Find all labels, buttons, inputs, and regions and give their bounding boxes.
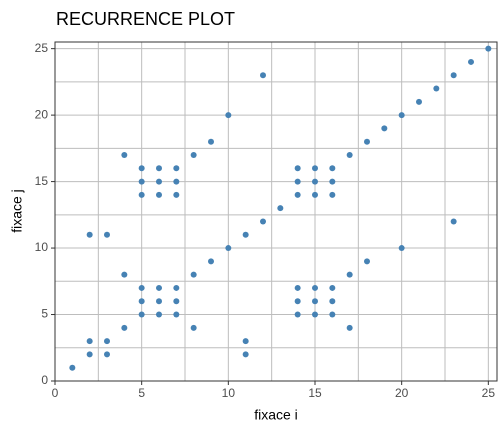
point [294,191,301,198]
y-axis-label: fixace j [9,189,25,233]
point [190,152,197,158]
point [104,338,110,345]
point [86,231,93,238]
point [416,98,422,105]
point [242,338,249,345]
point [104,231,110,238]
point [294,165,301,172]
point [346,271,353,278]
point [260,218,266,225]
y-tick-label: 0 [41,373,48,387]
point [312,284,318,291]
point [312,298,318,305]
point [138,191,145,198]
y-tick-label: 15 [35,174,49,188]
point [468,58,474,65]
point [294,178,301,185]
point [156,284,162,291]
point [398,245,405,252]
point [190,271,197,278]
point [138,165,145,172]
y-tick-label: 5 [41,307,48,321]
x-tick-label: 15 [308,386,322,400]
point [156,165,162,172]
point [381,125,388,132]
point [156,298,162,305]
x-tick-label: 10 [222,386,236,400]
point [312,178,318,185]
point [260,72,266,79]
point [346,152,353,158]
y-tick-label: 25 [35,41,49,55]
point [121,152,128,158]
point [121,324,128,331]
point [450,72,457,79]
point [294,311,301,318]
point [329,284,336,291]
point [156,311,162,318]
point [173,165,180,172]
point [242,351,249,358]
point [346,324,353,331]
point [312,311,318,318]
x-tick-label: 5 [138,386,145,400]
point [277,205,284,212]
point [398,112,405,119]
point [364,138,370,145]
point [329,298,336,305]
point [86,351,93,358]
point [294,284,301,291]
point [173,178,180,185]
point [294,298,301,305]
point [138,284,145,291]
point [104,351,110,358]
point [208,258,214,265]
point [329,178,336,185]
x-tick-label: 20 [395,386,409,400]
point [173,284,180,291]
point [450,218,457,225]
point [208,138,214,145]
point [225,245,232,252]
point [173,311,180,318]
point [173,298,180,305]
point [329,191,336,198]
point [242,231,249,238]
point [86,338,93,345]
point [138,178,145,185]
chart-title: RECURRENCE PLOT [56,9,235,29]
y-tick-label: 10 [35,240,49,254]
x-axis-label: fixace i [254,407,298,423]
point [329,165,336,172]
panel-border [54,41,498,382]
point [156,178,162,185]
point [69,364,76,371]
x-tick-label: 25 [482,386,496,400]
point [485,45,492,52]
point [312,165,318,172]
point [329,311,336,318]
point [173,191,180,198]
point [121,271,128,278]
point [225,112,232,119]
point [433,85,440,92]
point [364,258,370,265]
point [190,324,197,331]
point [156,191,162,198]
point [138,311,145,318]
y-tick-label: 20 [35,107,49,121]
point [312,191,318,198]
point [138,298,145,305]
x-tick-label: 0 [52,386,59,400]
